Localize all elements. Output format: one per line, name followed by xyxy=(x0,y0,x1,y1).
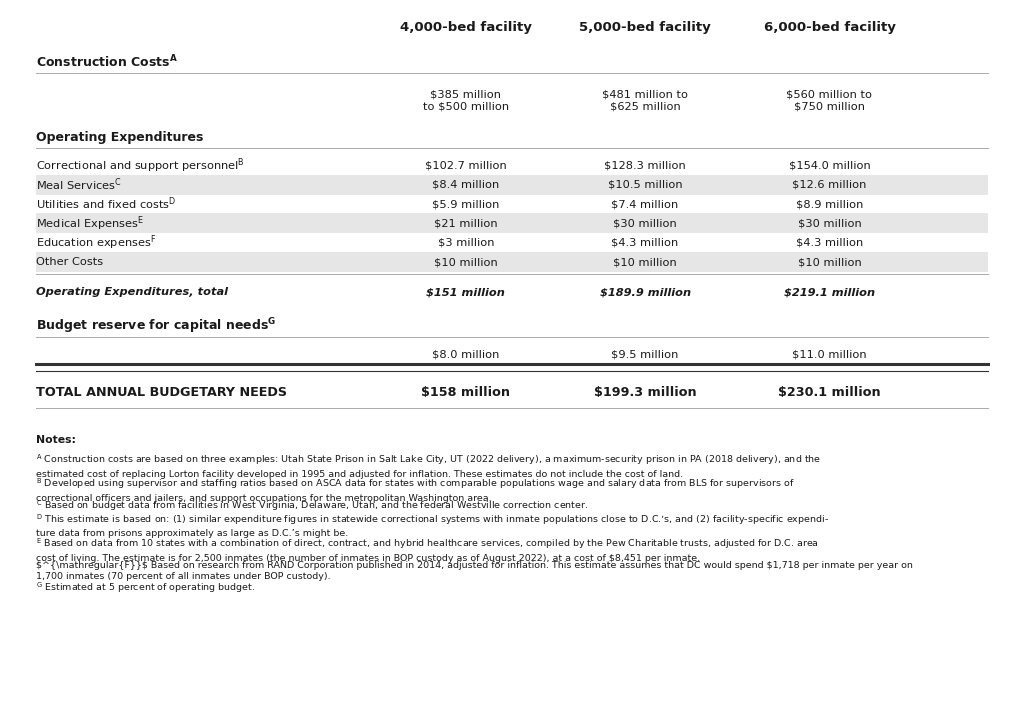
Text: $^{\mathregular{C}}$ Based on budget data from facilities in West Virginia, Dela: $^{\mathregular{C}}$ Based on budget dat… xyxy=(36,498,588,513)
Text: $7.4 million: $7.4 million xyxy=(611,199,679,209)
Text: $11.0 million: $11.0 million xyxy=(793,349,866,359)
Text: $^{\mathregular{B}}$ Developed using supervisor and staffing ratios based on ASC: $^{\mathregular{B}}$ Developed using sup… xyxy=(36,477,795,503)
Text: $^{\mathregular{F}}$ Based on research from RAND Corporation published in 2014, : $^{\mathregular{F}}$ Based on research f… xyxy=(36,561,912,581)
Text: $10.5 million: $10.5 million xyxy=(608,180,682,190)
Text: 5,000-bed facility: 5,000-bed facility xyxy=(580,21,711,34)
Text: $385 million
to $500 million: $385 million to $500 million xyxy=(423,90,509,111)
Text: $^{\mathregular{D}}$ This estimate is based on: (1) similar expenditure figures : $^{\mathregular{D}}$ This estimate is ba… xyxy=(36,512,829,538)
Text: Utilities and fixed costs$^{\mathregular{D}}$: Utilities and fixed costs$^{\mathregular… xyxy=(36,195,176,213)
Text: $30 million: $30 million xyxy=(798,218,861,228)
Text: Medical Expenses$^{\mathregular{E}}$: Medical Expenses$^{\mathregular{E}}$ xyxy=(36,214,143,233)
Text: $158 million: $158 million xyxy=(422,386,510,399)
Text: Operating Expenditures: Operating Expenditures xyxy=(36,131,203,144)
Text: $8.9 million: $8.9 million xyxy=(796,199,863,209)
Text: $4.3 million: $4.3 million xyxy=(796,238,863,248)
Text: TOTAL ANNUAL BUDGETARY NEEDS: TOTAL ANNUAL BUDGETARY NEEDS xyxy=(36,386,287,399)
Text: Other Costs: Other Costs xyxy=(36,257,103,267)
Text: $189.9 million: $189.9 million xyxy=(600,287,690,297)
Text: $30 million: $30 million xyxy=(613,218,677,228)
Text: $481 million to
$625 million: $481 million to $625 million xyxy=(602,90,688,111)
Text: Construction Costs$^{\mathregular{A}}$: Construction Costs$^{\mathregular{A}}$ xyxy=(36,54,178,71)
Text: $5.9 million: $5.9 million xyxy=(432,199,500,209)
Text: 4,000-bed facility: 4,000-bed facility xyxy=(400,21,531,34)
Text: $^{\mathregular{E}}$ Based on data from 10 states with a combination of direct, : $^{\mathregular{E}}$ Based on data from … xyxy=(36,536,819,563)
Text: $199.3 million: $199.3 million xyxy=(594,386,696,399)
Text: $102.7 million: $102.7 million xyxy=(425,160,507,170)
Text: $230.1 million: $230.1 million xyxy=(778,386,881,399)
Text: $560 million to
$750 million: $560 million to $750 million xyxy=(786,90,872,111)
Text: 6,000-bed facility: 6,000-bed facility xyxy=(764,21,895,34)
Bar xyxy=(36,213,988,233)
Text: $154.0 million: $154.0 million xyxy=(788,160,870,170)
Text: $10 million: $10 million xyxy=(798,257,861,267)
Text: Meal Services$^{\mathregular{C}}$: Meal Services$^{\mathregular{C}}$ xyxy=(36,176,122,193)
Text: Operating Expenditures, total: Operating Expenditures, total xyxy=(36,287,227,297)
Text: $4.3 million: $4.3 million xyxy=(611,238,679,248)
Bar xyxy=(36,252,988,272)
Text: $10 million: $10 million xyxy=(434,257,498,267)
Text: $219.1 million: $219.1 million xyxy=(784,287,874,297)
Text: $3 million: $3 million xyxy=(437,238,495,248)
Text: $8.4 million: $8.4 million xyxy=(432,180,500,190)
Text: Correctional and support personnel$^{\mathregular{B}}$: Correctional and support personnel$^{\ma… xyxy=(36,156,245,175)
Text: $8.0 million: $8.0 million xyxy=(432,349,500,359)
Text: $12.6 million: $12.6 million xyxy=(793,180,866,190)
Text: $151 million: $151 million xyxy=(426,287,506,297)
Text: $21 million: $21 million xyxy=(434,218,498,228)
Bar xyxy=(36,175,988,195)
Text: $9.5 million: $9.5 million xyxy=(611,349,679,359)
Text: $^{\mathregular{A}}$ Construction costs are based on three examples: Utah State : $^{\mathregular{A}}$ Construction costs … xyxy=(36,453,821,479)
Text: $10 million: $10 million xyxy=(613,257,677,267)
Text: Notes:: Notes: xyxy=(36,435,76,445)
Text: Budget reserve for capital needs$^{\mathregular{G}}$: Budget reserve for capital needs$^{\math… xyxy=(36,316,276,336)
Text: $128.3 million: $128.3 million xyxy=(604,160,686,170)
Text: $^{\mathregular{G}}$ Estimated at 5 percent of operating budget.: $^{\mathregular{G}}$ Estimated at 5 perc… xyxy=(36,580,255,594)
Text: Education expenses$^{\mathregular{F}}$: Education expenses$^{\mathregular{F}}$ xyxy=(36,233,157,252)
